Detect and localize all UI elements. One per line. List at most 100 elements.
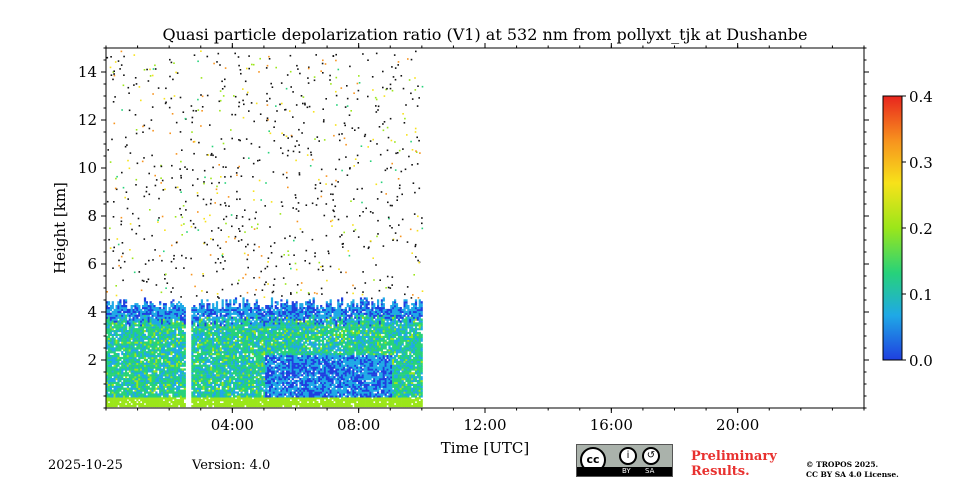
heatmap-cell: [121, 330, 124, 333]
heatmap-cell: [231, 391, 234, 394]
heatmap-cell: [134, 376, 137, 379]
heatmap-cell: [287, 368, 291, 371]
heatmap-cell: [219, 353, 222, 356]
heatmap-cell: [191, 374, 194, 377]
heatmap-cell: [238, 383, 241, 387]
heatmap-cell: [113, 347, 116, 350]
heatmap-cell: [261, 401, 264, 404]
heatmap-cell: [123, 307, 126, 310]
heatmap-cell: [255, 385, 258, 388]
heatmap-cell: [126, 366, 129, 369]
heatmap-cell: [204, 345, 207, 348]
heatmap-cell: [142, 372, 145, 375]
heatmap-cell: [170, 372, 173, 375]
heatmap-cell: [106, 403, 109, 406]
heatmap-cell: [229, 362, 232, 365]
heatmap-cell: [293, 370, 296, 373]
heatmap-cell: [195, 316, 198, 319]
heatmap-cell: [123, 320, 126, 323]
heatmap-cell: [134, 331, 137, 335]
heatmap-cell: [181, 343, 184, 346]
heatmap-cell: [145, 316, 148, 319]
heatmap-cell: [236, 376, 239, 379]
heatmap-cell: [291, 318, 294, 321]
heatmap-cell: [142, 337, 145, 340]
heatmap-cell: [202, 331, 205, 335]
heatmap-cell: [287, 343, 291, 346]
heatmap-cell: [107, 356, 111, 360]
heatmap-cell: [198, 308, 202, 312]
heatmap-cell: [132, 362, 135, 365]
heatmap-cell: [151, 404, 154, 408]
heatmap-cell: [299, 370, 302, 373]
heatmap-cell: [106, 358, 109, 362]
heatmap-cell: [286, 374, 289, 377]
heatmap-cell: [240, 335, 243, 339]
heatmap-cell: [178, 381, 181, 385]
heatmap-cell: [284, 333, 287, 337]
heatmap-cell: [202, 393, 205, 396]
heatmap-cell: [297, 387, 300, 390]
heatmap-cell: [276, 368, 279, 371]
heatmap-cell: [123, 333, 126, 337]
heatmap-cell: [263, 403, 266, 406]
heatmap-cell: [195, 395, 198, 398]
heatmap-cell: [140, 364, 143, 367]
heatmap-cell: [210, 343, 213, 346]
heatmap-cell: [244, 366, 247, 369]
heatmap-cell: [193, 378, 196, 381]
heatmap-cell: [301, 370, 304, 373]
heatmap-cell: [227, 355, 230, 358]
heatmap-cell: [179, 404, 183, 408]
heatmap-cell: [257, 391, 260, 394]
heatmap-cell: [130, 387, 133, 390]
heatmap-cell: [221, 355, 224, 358]
heatmap-cell: [155, 337, 158, 340]
heatmap-cell: [223, 387, 226, 390]
heatmap-cell: [126, 356, 129, 360]
heatmap-cell: [138, 403, 141, 406]
heatmap-cell: [221, 358, 224, 362]
heatmap-cell: [303, 378, 306, 381]
heatmap-cell: [229, 401, 232, 404]
heatmap-cell: [202, 374, 205, 377]
heatmap-cell: [217, 310, 220, 314]
heatmap-cell: [115, 345, 118, 348]
heatmap-cell: [206, 356, 209, 360]
heatmap-cell: [183, 322, 186, 325]
heatmap-cell: [284, 328, 287, 331]
heatmap-cell: [170, 362, 173, 365]
heatmap-cell: [231, 347, 234, 350]
heatmap-cell: [286, 351, 289, 354]
heatmap-cell: [162, 339, 166, 342]
heatmap-cell: [179, 374, 183, 377]
heatmap-cell: [272, 328, 275, 331]
heatmap-cell: [284, 345, 287, 348]
heatmap-cell: [291, 364, 294, 367]
heatmap-cell: [138, 345, 141, 348]
heatmap-cell: [107, 378, 111, 381]
heatmap-cell: [276, 331, 279, 335]
heatmap-cell: [219, 393, 222, 396]
heatmap-cell: [282, 320, 285, 323]
heatmap-cell: [293, 310, 296, 314]
heatmap-cell: [223, 376, 226, 379]
heatmap-cell: [202, 376, 205, 379]
heatmap-cell: [113, 364, 116, 367]
heatmap-cell: [159, 316, 162, 319]
heatmap-cell: [269, 389, 272, 392]
heatmap-cell: [174, 391, 177, 394]
heatmap-cell: [295, 301, 298, 304]
heatmap-cell: [221, 378, 224, 381]
heatmap-cell: [125, 368, 128, 371]
heatmap-cell: [174, 372, 177, 375]
heatmap-cell: [126, 372, 129, 375]
heatmap-cell: [159, 335, 162, 339]
heatmap-cell: [272, 378, 275, 381]
heatmap-cell: [257, 339, 260, 342]
heatmap-cell: [217, 358, 220, 362]
heatmap-cell: [210, 399, 213, 402]
heatmap-cell: [295, 383, 298, 387]
heatmap-cell: [208, 303, 211, 306]
heatmap-cell: [299, 328, 302, 331]
